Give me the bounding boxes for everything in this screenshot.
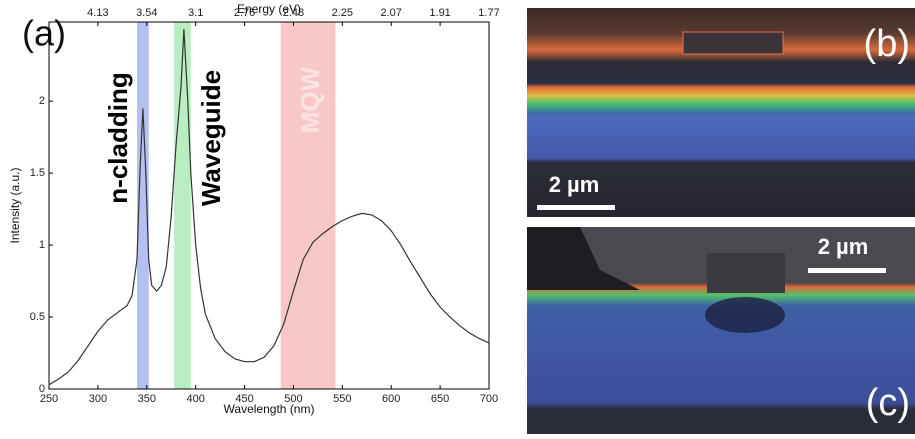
region (705, 297, 785, 333)
shadow (527, 227, 640, 290)
scale-bar (808, 268, 886, 273)
x-tick-label: 550 (333, 393, 351, 405)
top-tick-label: 1.77 (478, 7, 499, 19)
plot-frame (48, 21, 490, 390)
y-tick-label: 1 (39, 239, 45, 251)
y-tick-label: 1.5 (30, 167, 45, 179)
micrograph-c: 2 µm (c) (527, 227, 915, 434)
top-tick-label: 2.76 (234, 7, 255, 19)
top-tick-label: 2.48 (283, 7, 304, 19)
x-tick-label: 450 (235, 393, 253, 405)
x-tick-label: 500 (284, 393, 302, 405)
ridge (682, 31, 784, 55)
ridge (707, 253, 785, 293)
x-tick-label: 600 (382, 393, 400, 405)
top-tick-label: 2.25 (332, 7, 353, 19)
x-tick-label: 300 (89, 393, 107, 405)
scale-bar-label: 2 µm (549, 172, 600, 197)
x-tick-label: 350 (138, 393, 156, 405)
y-tick-label: 2 (39, 95, 45, 107)
y-tick-label: 0.5 (30, 311, 45, 323)
micrograph-b: (b) 2 µm (527, 8, 915, 217)
panel-label: (c) (866, 382, 910, 424)
x-tick-label: 700 (480, 393, 498, 405)
scale-bar-label: 2 µm (818, 234, 869, 259)
panel-label: (a) (22, 13, 66, 54)
y-axis-label: Intensity (a.u.) (8, 167, 22, 243)
top-tick-label: 1.91 (429, 7, 450, 19)
x-axis-label: Wavelength (nm) (224, 402, 315, 416)
top-tick-label: 2.07 (381, 7, 402, 19)
band-label: n-cladding (103, 72, 133, 203)
band (280, 22, 336, 389)
band (174, 22, 191, 389)
spectrum-line (48, 29, 490, 386)
band-label: MQW (295, 66, 325, 133)
top-tick-label: 3.1 (188, 7, 203, 19)
y-tick-label: 0 (39, 383, 45, 395)
band (137, 22, 149, 389)
scale-bar (537, 205, 615, 210)
band-label: Waveguide (196, 70, 226, 206)
panel-label: (b) (864, 23, 910, 65)
top-tick-label: 4.13 (87, 7, 108, 19)
x-tick-label: 650 (431, 393, 449, 405)
top-axis-label: Energy (eV) (237, 2, 301, 16)
chart: (a) n-cladding Waveguide MQW 0 0.5 1 1.5 2 250 30… (8, 2, 500, 416)
x-tick-label: 400 (186, 393, 204, 405)
x-tick-label: 250 (40, 393, 58, 405)
top-tick-label: 3.54 (136, 7, 157, 19)
